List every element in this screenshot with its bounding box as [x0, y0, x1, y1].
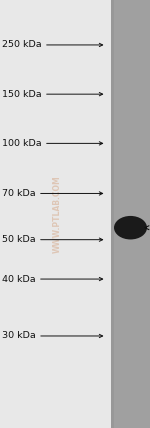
- Bar: [111, 0, 114, 428]
- Text: WWW.PTLAB.COM: WWW.PTLAB.COM: [52, 175, 62, 253]
- Text: 150 kDa: 150 kDa: [2, 89, 103, 99]
- Text: 250 kDa: 250 kDa: [2, 40, 103, 50]
- Text: 70 kDa: 70 kDa: [2, 189, 103, 198]
- Text: 50 kDa: 50 kDa: [2, 235, 103, 244]
- Ellipse shape: [114, 216, 147, 240]
- Text: 40 kDa: 40 kDa: [2, 274, 103, 284]
- Text: 100 kDa: 100 kDa: [2, 139, 103, 148]
- Text: 30 kDa: 30 kDa: [2, 331, 103, 341]
- Bar: [111, 0, 150, 428]
